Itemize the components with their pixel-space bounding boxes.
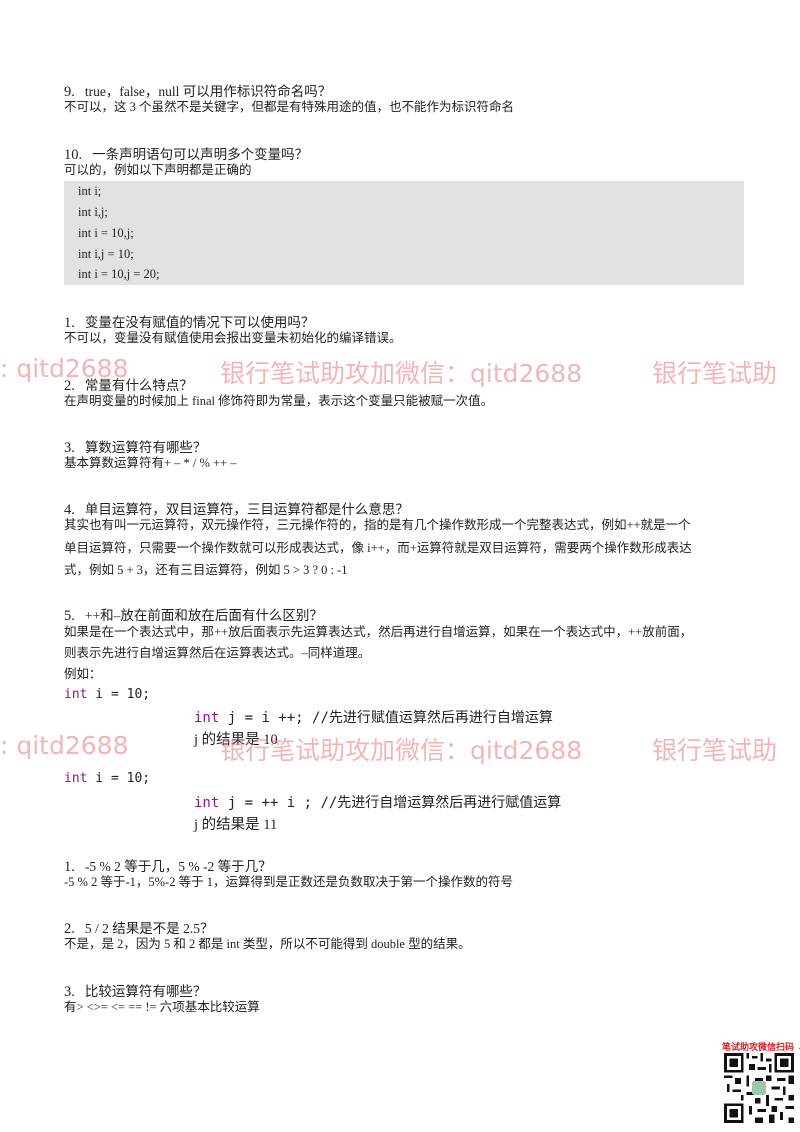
- question-9: 9. true，false，null 可以用作标识符命名吗？: [64, 84, 332, 100]
- watermark-text: 银行笔试助: [652, 736, 778, 765]
- code-line: int i;: [78, 184, 102, 198]
- watermark-text: 银行笔试助攻加微信：qitd2688: [220, 359, 583, 388]
- answer-line: 则表示先进行自增运算然后在运算表达式。–同样道理。: [64, 646, 371, 660]
- question-operator-4: 4. 单目运算符，双目运算符，三目运算符都是什么意思？: [64, 502, 409, 518]
- code-line: int i = 10,j;: [78, 226, 134, 240]
- example-result-1: j 的结果是 10: [194, 732, 278, 748]
- answer-operator-3: 基本算数运算符有+ – * / % ++ –: [64, 456, 237, 470]
- example-stmt-1: int j = i ++; //先进行赋值运算然后再进行自增运算: [194, 710, 553, 726]
- qr-code-icon[interactable]: [724, 1053, 794, 1123]
- answer-line: 其实也有叫一元运算符，双元操作符，三元操作符的，指的是有几个操作数形成一个完整表…: [64, 518, 691, 532]
- example-stmt-2: int j = ++ i ; //先进行自增运算然后再进行赋值运算: [194, 795, 562, 811]
- question-arith-2: 2. 5 / 2 结果是不是 2.5？: [64, 921, 214, 937]
- watermark-text: 银行笔试助攻加微信：qitd2688: [220, 736, 583, 765]
- answer-line: 例如：: [64, 667, 102, 681]
- code-line: int i,j;: [78, 205, 108, 219]
- question-variable-1: 1. 变量在没有赋值的情况下可以使用吗？: [64, 315, 315, 331]
- example-result-2: j 的结果是 11: [194, 817, 278, 833]
- question-operator-5: 5. ++和–放在前面和放在后面有什么区别？: [64, 608, 323, 624]
- answer-line: 单目运算符，只需要一个操作数就可以形成表达式，像 i++，而+运算符就是双目运算…: [64, 541, 692, 555]
- watermark-text: : qitd2688: [0, 354, 129, 383]
- question-operator-3: 3. 算数运算符有哪些？: [64, 440, 207, 456]
- answer-line: 式，例如 5 + 3，还有三目运算符，例如 5 > 3 ? 0 : -1: [64, 563, 348, 577]
- qr-label: 笔试助攻微信扫码 ↓: [722, 1043, 800, 1053]
- question-variable-2: 2. 常量有什么特点？: [64, 378, 193, 394]
- code-block: int i; int i,j; int i = 10,j; int i,j = …: [64, 181, 744, 285]
- question-arith-1: 1. -5 % 2 等于几，5 % -2 等于几？: [64, 859, 272, 875]
- code-line: int i = 10,j = 20;: [78, 267, 160, 281]
- code-line: int i,j = 10;: [78, 247, 134, 261]
- answer-10: 可以的，例如以下声明都是正确的: [64, 163, 252, 177]
- answer-line: 如果是在一个表达式中，那++放后面表示先运算表达式，然后再进行自增运算，如果在一…: [64, 625, 693, 639]
- answer-9: 不可以，这 3 个虽然不是关键字，但都是有特殊用途的值，也不能作为标识符命名: [64, 100, 515, 114]
- watermark-text: 银行笔试助: [652, 359, 778, 388]
- question-10: 10. 一条声明语句可以声明多个变量吗？: [64, 147, 309, 163]
- answer-variable-2: 在声明变量的时候加上 final 修饰符即为常量，表示这个变量只能被赋一次值。: [64, 394, 494, 408]
- answer-arith-2: 不是，是 2，因为 5 和 2 都是 int 类型，所以不可能得到 double…: [64, 937, 471, 951]
- answer-arith-1: -5 % 2 等于-1，5%-2 等于 1，运算得到是正数还是负数取决于第一个操…: [64, 875, 513, 889]
- question-compare-3: 3. 比较运算符有哪些？: [64, 984, 207, 1000]
- example-decl-2: int i = 10;: [64, 771, 151, 786]
- example-decl-1: int i = 10;: [64, 687, 151, 702]
- watermark-text: : qitd2688: [0, 731, 129, 760]
- answer-variable-1: 不可以，变量没有赋值使用会报出变量未初始化的编译错误。: [64, 331, 402, 345]
- answer-compare-3: 有> <>= <= == != 六项基本比较运算: [64, 1000, 260, 1014]
